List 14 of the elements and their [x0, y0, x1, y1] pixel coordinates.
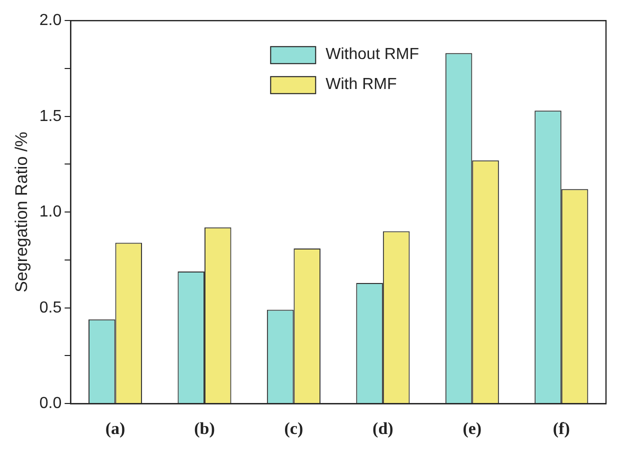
- y-tick-label: 0.5: [39, 299, 62, 316]
- x-tick-label: (c): [284, 419, 304, 438]
- y-tick-label: 1.5: [39, 108, 62, 125]
- y-axis-title: Segregation Ratio /%: [12, 132, 31, 292]
- y-tick-label: 0.0: [39, 395, 62, 412]
- legend-label: Without RMF: [326, 46, 420, 64]
- y-tick-label: 1.0: [39, 204, 62, 221]
- x-tick-label: (a): [105, 419, 126, 438]
- y-tick-label: 2.0: [39, 12, 62, 30]
- x-tick-label: (e): [462, 419, 482, 438]
- x-tick-label: (f): [552, 419, 570, 438]
- x-tick-label: (b): [194, 419, 215, 438]
- legend-label: With RMF: [326, 76, 397, 94]
- x-tick-label: (d): [372, 419, 394, 438]
